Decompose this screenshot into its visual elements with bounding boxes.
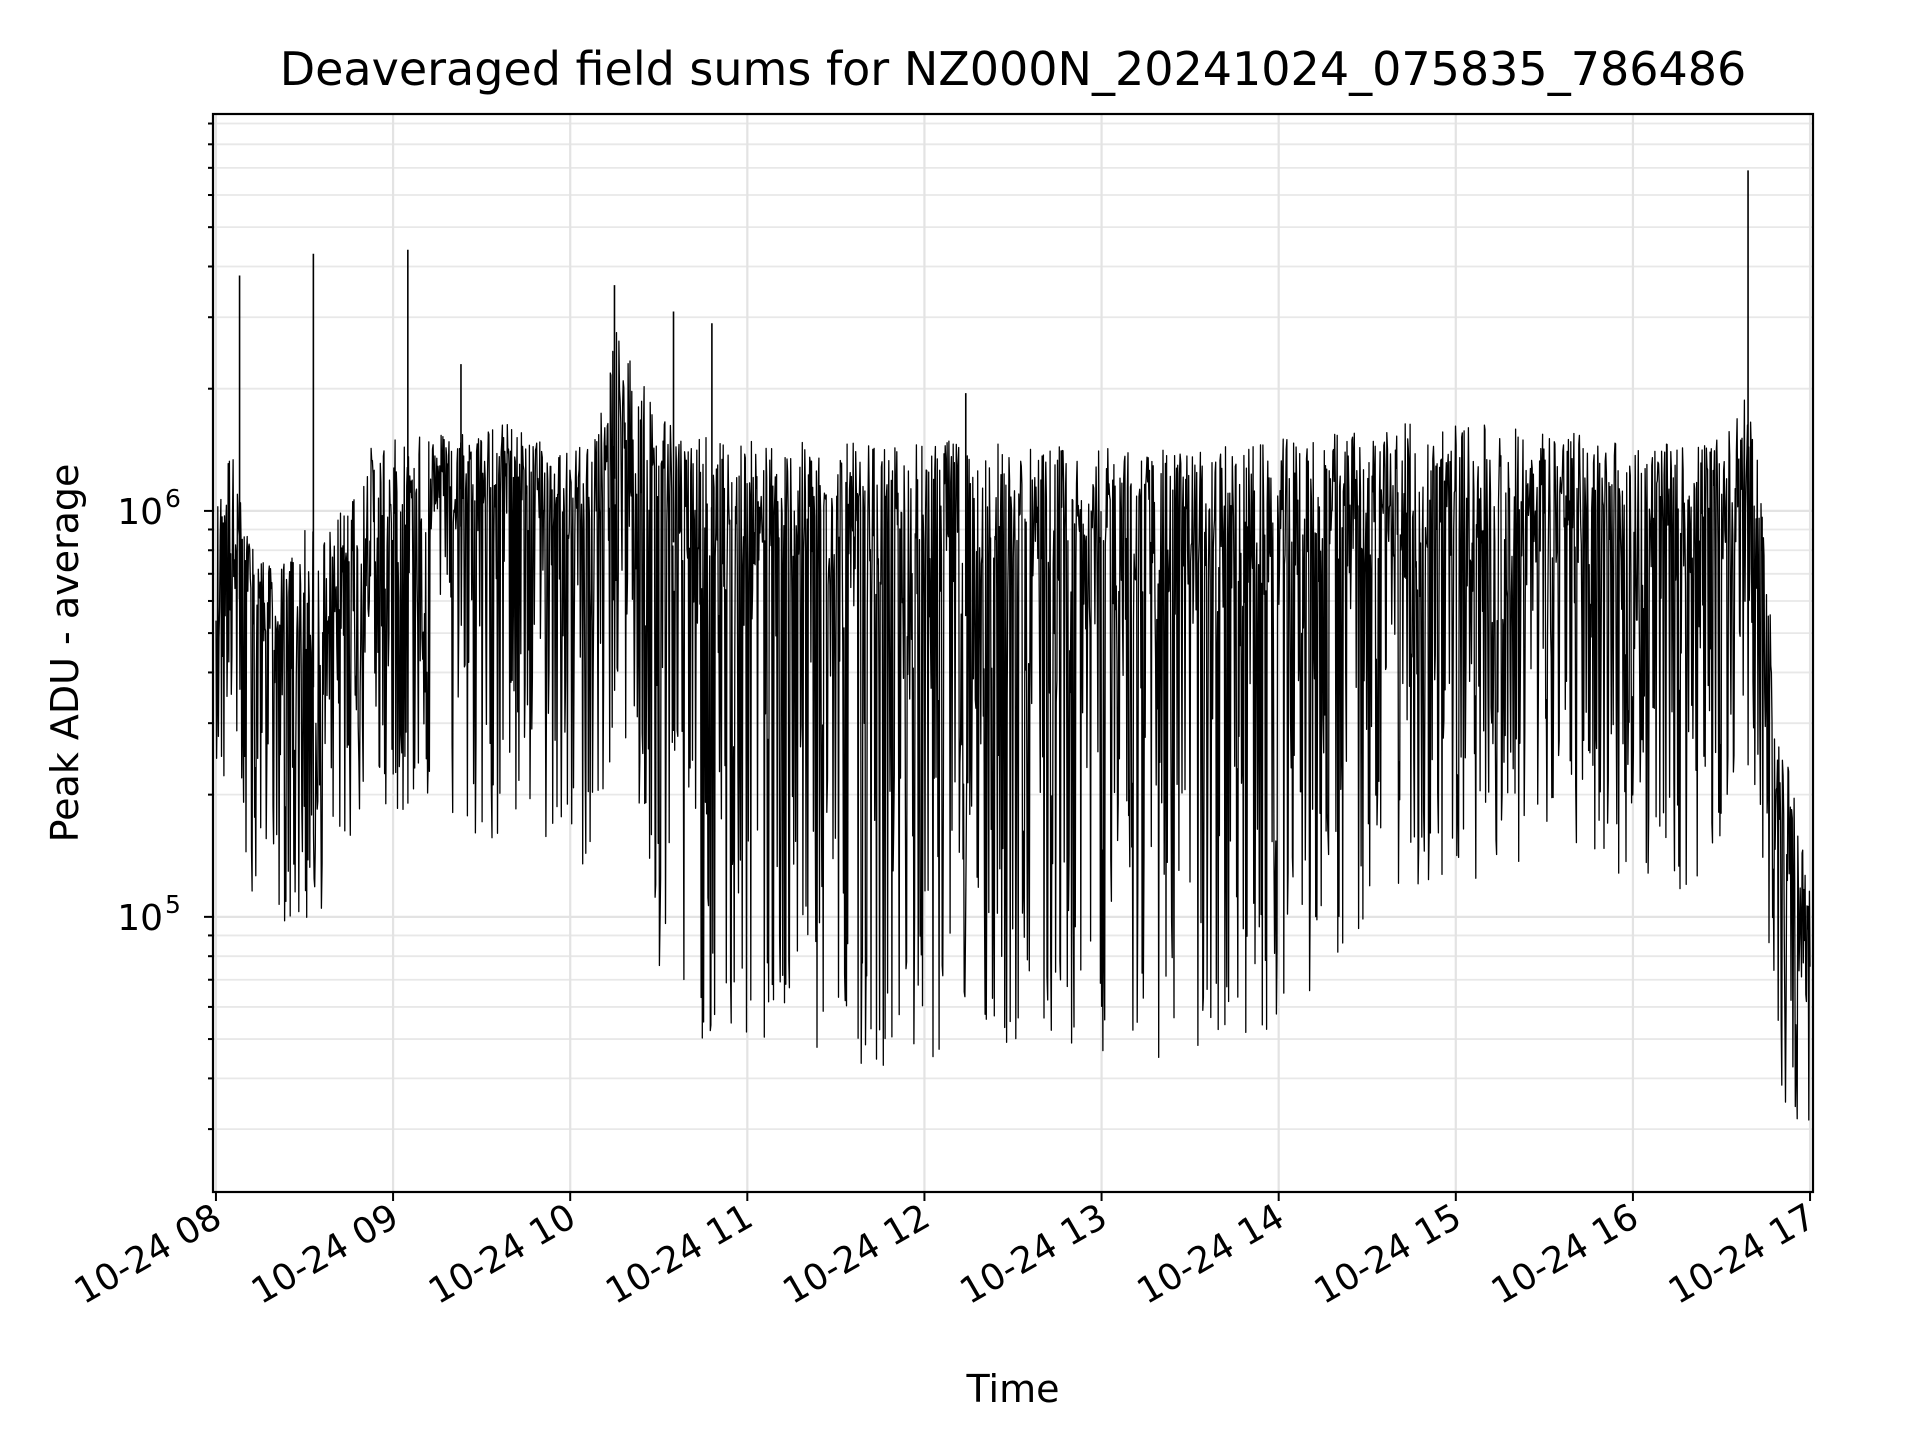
y-tick-label: 10 bbox=[117, 492, 163, 533]
y-axis-label: Peak ADU - average bbox=[43, 464, 87, 843]
series-layer bbox=[215, 170, 1811, 1121]
y-tick-label: 10 bbox=[117, 898, 163, 939]
axis-ticks bbox=[204, 122, 1812, 1201]
plot-area-frame bbox=[211, 112, 1815, 1194]
x-axis-label: Time bbox=[966, 1367, 1060, 1411]
chart-title: Deaveraged field sums for NZ000N_2024102… bbox=[280, 42, 1747, 96]
y-tick-label-exponent: 6 bbox=[165, 484, 181, 513]
series-line bbox=[215, 331, 1811, 1121]
y-tick-label-exponent: 5 bbox=[165, 890, 181, 919]
